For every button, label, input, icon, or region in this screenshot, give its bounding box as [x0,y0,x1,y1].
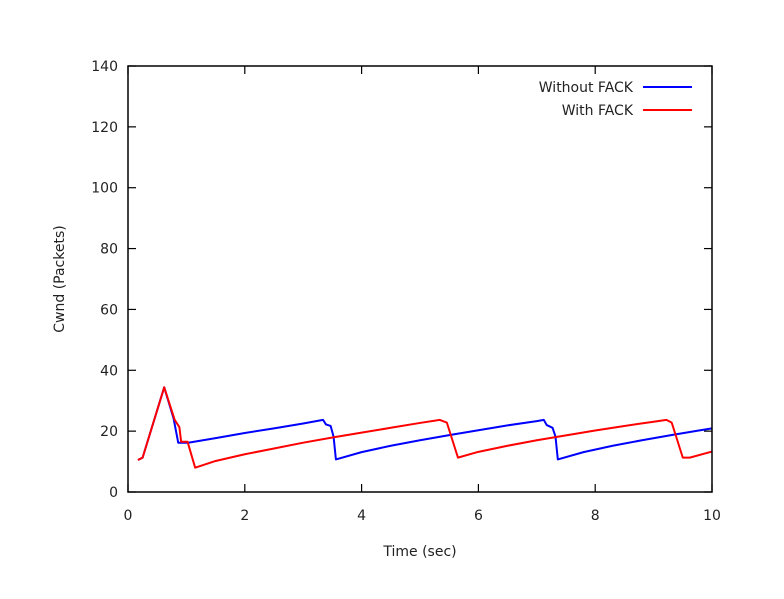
y-tick-label: 20 [100,424,118,440]
x-tick-label: 0 [124,508,133,524]
y-tick-label: 100 [91,181,118,197]
y-tick-label: 140 [91,59,118,75]
plot-frame [127,65,713,493]
y-tick-label: 40 [100,363,118,379]
series-line-with-fack [137,386,713,469]
x-tick-label: 10 [703,508,721,524]
y-axis-label: Cwnd (Packets) [52,225,68,332]
y-tick-label: 60 [100,302,118,318]
legend-label: Without FACK [539,80,634,96]
y-tick-label: 120 [91,120,118,136]
x-tick-label: 2 [240,508,249,524]
y-tick-label: 80 [100,242,118,258]
legend-label: With FACK [562,103,634,119]
legend: Without FACK With FACK [539,80,692,119]
x-axis-label: Time (sec) [382,544,456,560]
x-tick-label: 8 [591,508,600,524]
x-tick-label: 4 [357,508,366,524]
y-tick-label: 0 [109,485,118,501]
series-line-without-fack [137,386,713,461]
x-tick-label: 6 [474,508,483,524]
series-lines [137,386,713,469]
